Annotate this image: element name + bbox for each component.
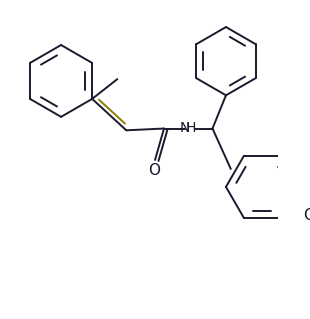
Text: H: H [186, 121, 196, 135]
Text: O: O [148, 163, 160, 178]
Text: N: N [179, 121, 190, 135]
Text: O: O [303, 208, 310, 223]
